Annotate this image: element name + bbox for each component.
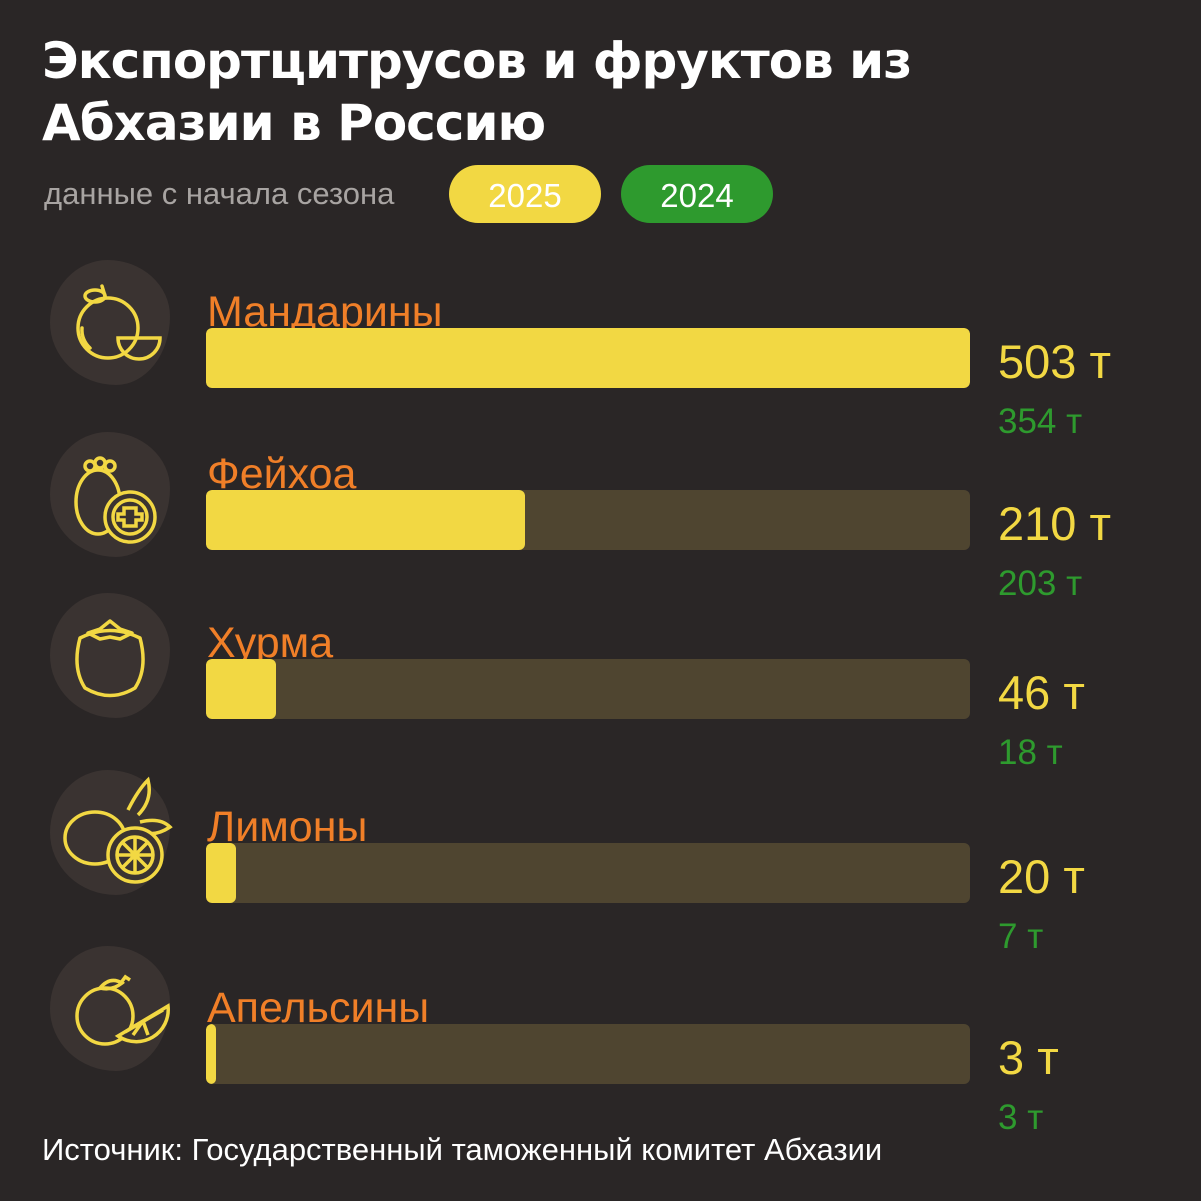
bar-2025 bbox=[206, 1024, 216, 1084]
value-label-2025: 20 т bbox=[998, 850, 1085, 903]
bar-track bbox=[206, 843, 970, 903]
bar-row: Мандарины 503 т 354 т bbox=[0, 260, 1201, 480]
bar-row: Апельсины 3 т 3 т bbox=[0, 946, 1201, 1176]
value-label-2024: 7 т bbox=[998, 917, 1044, 956]
lemon-icon bbox=[50, 770, 173, 895]
bar-2025 bbox=[206, 328, 970, 388]
orange-icon bbox=[50, 946, 170, 1071]
value-label-2024: 354 т bbox=[998, 402, 1083, 441]
legend-2025: 2025 bbox=[449, 165, 601, 223]
bar-track bbox=[206, 1024, 970, 1084]
bar-track bbox=[206, 490, 970, 550]
value-label-2025: 210 т bbox=[998, 497, 1112, 550]
bar-2025 bbox=[206, 659, 276, 719]
feijoa-icon bbox=[50, 432, 170, 557]
bar-2025 bbox=[206, 843, 237, 903]
source-note: Источник: Государственный таможенный ком… bbox=[42, 1132, 883, 1167]
value-label-2025: 3 т bbox=[998, 1031, 1059, 1084]
value-label-2024: 203 т bbox=[998, 564, 1083, 603]
bar-track bbox=[206, 659, 970, 719]
bar-row: Лимоны 20 т 7 т bbox=[0, 770, 1201, 995]
bar-2025 bbox=[206, 490, 525, 550]
tangerine-icon bbox=[50, 260, 170, 385]
persimmon-icon bbox=[50, 593, 170, 718]
value-label-2024: 3 т bbox=[998, 1098, 1044, 1137]
value-label-2025: 46 т bbox=[998, 666, 1085, 719]
bar-track bbox=[206, 328, 970, 388]
legend-2024: 2024 bbox=[621, 165, 773, 223]
bar-row: Фейхоа 210 т 203 т bbox=[0, 432, 1201, 642]
chart-title: Экспортцитрусов и фруктов из Абхазии в Р… bbox=[42, 32, 912, 152]
chart-subtitle: данные с начала сезона bbox=[44, 176, 395, 211]
bar-row: Хурма 46 т 18 т bbox=[0, 593, 1201, 811]
value-label-2024: 18 т bbox=[998, 733, 1063, 772]
value-label-2025: 503 т bbox=[998, 335, 1112, 388]
